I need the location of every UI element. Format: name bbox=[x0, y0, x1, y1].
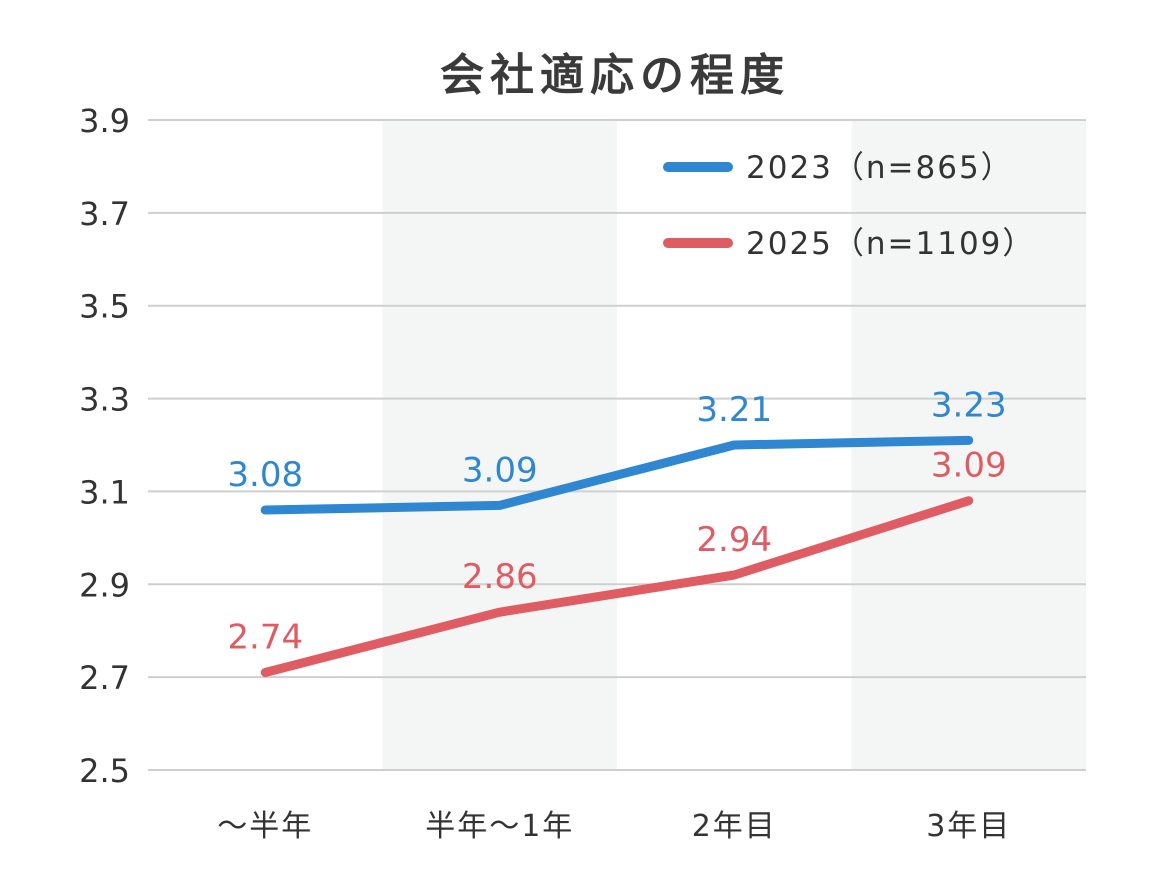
y-tick-label: 3.9 bbox=[79, 102, 130, 140]
data-label: 2.86 bbox=[462, 557, 538, 597]
x-tick-label: 2年目 bbox=[692, 809, 777, 844]
x-tick-label: 半年～1年 bbox=[425, 809, 574, 844]
data-label: 3.09 bbox=[462, 450, 538, 490]
series-line bbox=[260, 435, 974, 515]
x-tick-label: 3年目 bbox=[926, 809, 1011, 844]
chart-title: 会社適応の程度 bbox=[440, 50, 790, 101]
x-tick-label: ～半年 bbox=[217, 809, 313, 844]
y-tick-label: 3.5 bbox=[79, 288, 130, 326]
data-label: 3.09 bbox=[931, 446, 1007, 486]
y-tick-label: 2.7 bbox=[79, 659, 130, 697]
x-axis-ticks: ～半年 半年～1年 2年目 3年目 bbox=[217, 809, 1011, 844]
column-band bbox=[382, 120, 617, 770]
y-tick-label: 2.5 bbox=[79, 752, 130, 790]
y-tick-label: 3.3 bbox=[79, 381, 130, 419]
gridlines bbox=[148, 119, 1086, 771]
data-label: 2.74 bbox=[227, 618, 303, 658]
data-label: 2.94 bbox=[696, 520, 772, 560]
data-label: 3.08 bbox=[227, 455, 303, 495]
series-line bbox=[260, 496, 974, 677]
data-labels: 3.08 3.09 3.21 3.23 2.74 2.86 2.94 3.09 bbox=[227, 385, 1006, 657]
legend-entry: 2023（n=865） bbox=[746, 150, 1014, 186]
y-tick-label: 2.9 bbox=[79, 566, 130, 604]
data-label: 3.21 bbox=[696, 390, 772, 430]
legend-entry: 2025（n=1109） bbox=[746, 226, 1035, 262]
y-tick-label: 3.7 bbox=[79, 195, 130, 233]
series-lines bbox=[260, 435, 974, 677]
y-tick-label: 3.1 bbox=[79, 473, 130, 511]
y-axis-ticks: 3.9 3.7 3.5 3.3 3.1 2.9 2.7 2.5 bbox=[79, 102, 130, 790]
data-label: 3.23 bbox=[931, 385, 1007, 425]
column-bands bbox=[382, 120, 1086, 770]
legend: 2023（n=865） 2025（n=1109） bbox=[663, 150, 1035, 262]
